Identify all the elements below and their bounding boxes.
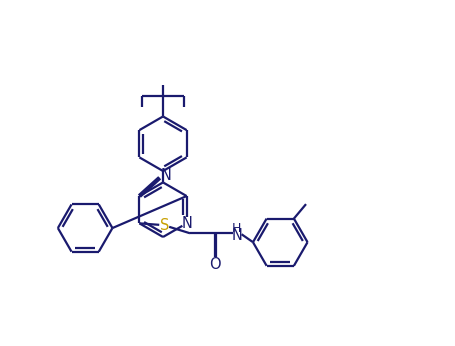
Text: H: H (232, 222, 241, 235)
Text: N: N (181, 216, 192, 231)
Text: N: N (160, 168, 171, 183)
Text: N: N (231, 228, 242, 243)
Text: S: S (159, 218, 168, 233)
Text: O: O (208, 256, 220, 272)
